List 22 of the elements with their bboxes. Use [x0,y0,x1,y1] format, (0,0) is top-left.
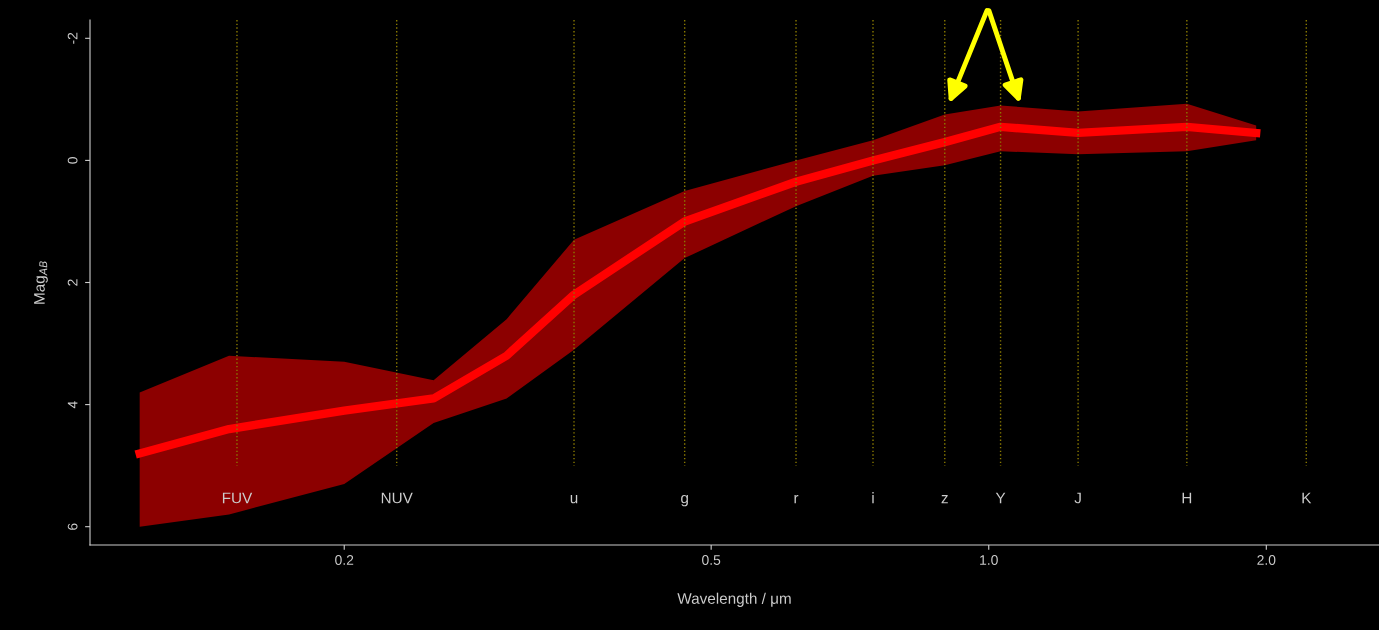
x-tick-label: 0.2 [335,555,354,565]
ref-line-label: Y [995,492,1006,504]
y-tick-label: 4 [67,401,78,409]
ref-line-label: FUV [222,492,253,504]
x-tick-label: 1.0 [980,555,998,565]
x-axis-title: Wavelength / μm [677,592,791,607]
ref-line-label: r [794,494,799,504]
ref-line-label: NUV [381,492,413,504]
ref-line-label: i [872,492,874,504]
ref-line-label: J [1074,492,1081,504]
y-tick-label: -2 [67,32,78,44]
y-tick-label: 2 [67,279,78,286]
ref-line-label: g [681,494,688,507]
y-tick-label: 0 [67,157,78,164]
x-tick-label: 0.5 [702,555,721,565]
ref-line-label: K [1302,492,1312,504]
y-tick-label: 6 [67,523,78,530]
ref-line-label: u [570,495,578,504]
x-tick-label: 2.0 [1257,555,1276,565]
ref-line-label: z [941,495,948,504]
y-axis-title: Mag$_{AB}$ [34,261,48,304]
ref-line-label: H [1182,492,1192,504]
